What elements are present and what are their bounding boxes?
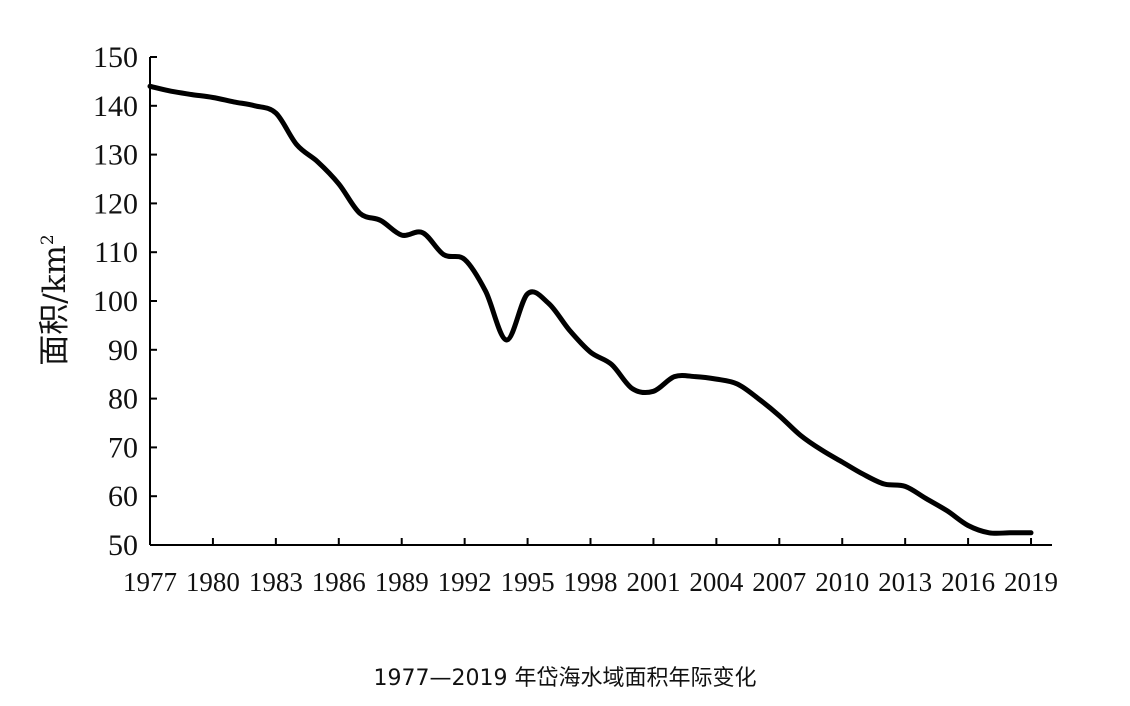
x-tick-label: 1983 <box>249 567 303 597</box>
data-series <box>147 83 1034 536</box>
y-tick-label: 130 <box>93 139 138 172</box>
x-tick-label: 2013 <box>878 567 932 597</box>
y-tick-label: 100 <box>93 285 138 318</box>
y-tick-label: 140 <box>93 90 138 123</box>
y-tick-label: 150 <box>93 41 138 74</box>
y-tick-label: 90 <box>108 334 138 367</box>
x-tick-label: 2001 <box>626 567 680 597</box>
figure-caption: 1977—2019 年岱海水域面积年际变化 <box>373 666 757 691</box>
x-tick-label: 2010 <box>815 567 869 597</box>
x-tick-label: 2019 <box>1004 567 1058 597</box>
y-tick-label: 110 <box>94 236 138 269</box>
x-tick-label: 1995 <box>501 567 555 597</box>
y-axis-label: 面积/km2 <box>37 234 73 365</box>
y-axis-ticks: 50 60 70 80 90 100 110 120 130 140 150 <box>93 41 157 562</box>
y-tick-label: 50 <box>108 529 138 562</box>
y-tick-label: 80 <box>108 383 138 416</box>
x-axis-ticks: 1977 1980 1983 1986 1989 1992 1995 1998 2001 2004… <box>123 538 1058 597</box>
x-tick-label: 1977 <box>123 567 177 597</box>
y-tick-label: 120 <box>93 187 138 220</box>
x-tick-label: 1986 <box>312 567 366 597</box>
y-tick-label: 60 <box>108 480 138 513</box>
x-tick-label: 2016 <box>941 567 995 597</box>
x-tick-label: 1992 <box>438 567 492 597</box>
y-axis-label-text: 面积/km <box>37 245 73 366</box>
x-tick-label: 2007 <box>752 567 806 597</box>
y-tick-label: 70 <box>108 431 138 464</box>
x-tick-label: 1998 <box>564 567 618 597</box>
x-tick-label: 1989 <box>375 567 429 597</box>
y-axis-label-superscript: 2 <box>38 234 58 245</box>
series-line <box>147 83 1034 536</box>
x-tick-label: 2004 <box>689 567 744 597</box>
x-tick-label: 1980 <box>186 567 240 597</box>
